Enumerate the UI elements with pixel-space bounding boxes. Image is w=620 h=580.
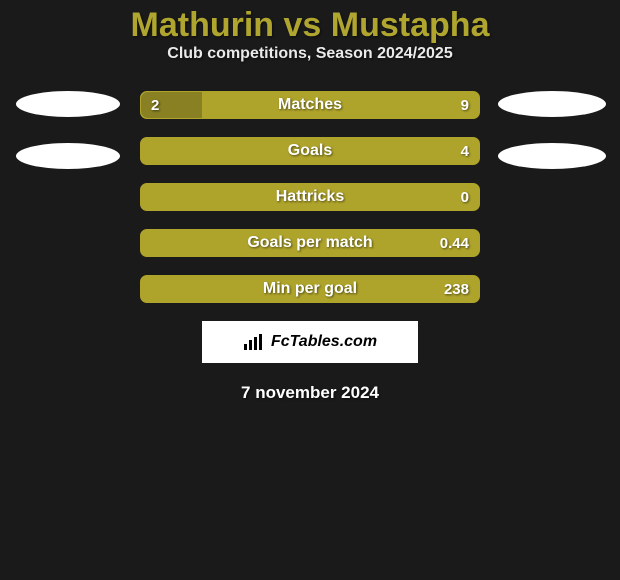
player-badge-icon	[16, 91, 120, 117]
stat-label: Min per goal	[141, 276, 479, 302]
brand-chart-icon	[243, 333, 265, 351]
stat-row: Matches2 9	[140, 91, 480, 119]
brand-text: FcTables.com	[271, 333, 377, 351]
stats-area: Matches2 9 Goals4 Hattricks0 Goals per match…	[0, 91, 620, 403]
player-badge-icon	[498, 143, 606, 169]
brand-box[interactable]: FcTables.com	[202, 321, 418, 363]
player-badge-icon	[16, 143, 120, 169]
stat-value-right: 9	[461, 92, 469, 118]
stat-row: Goals per match0.44	[140, 229, 480, 257]
stat-label: Matches	[141, 92, 479, 118]
stat-value-right: 4	[461, 138, 469, 164]
title-player1: Mathurin	[131, 6, 275, 44]
stat-row: Min per goal238	[140, 275, 480, 303]
stat-label: Goals per match	[141, 230, 479, 256]
player-left-badges	[8, 91, 128, 195]
player-right-badges	[492, 91, 612, 195]
subtitle: Club competitions, Season 2024/2025	[0, 45, 620, 63]
stat-row: Goals4	[140, 137, 480, 165]
stat-value-right: 0	[461, 184, 469, 210]
title-vs: vs	[284, 6, 322, 44]
stat-value-left: 2	[151, 92, 159, 118]
page-title: Mathurin vs Mustapha	[0, 0, 620, 45]
comparison-bars: Matches2 9 Goals4 Hattricks0 Goals per match…	[140, 91, 480, 303]
stat-label: Goals	[141, 138, 479, 164]
stat-value-right: 0.44	[440, 230, 469, 256]
player-badge-icon	[498, 91, 606, 117]
footer-date: 7 november 2024	[0, 383, 620, 403]
stat-row: Hattricks0	[140, 183, 480, 211]
stat-label: Hattricks	[141, 184, 479, 210]
title-player2: Mustapha	[331, 6, 490, 44]
stat-value-right: 238	[444, 276, 469, 302]
